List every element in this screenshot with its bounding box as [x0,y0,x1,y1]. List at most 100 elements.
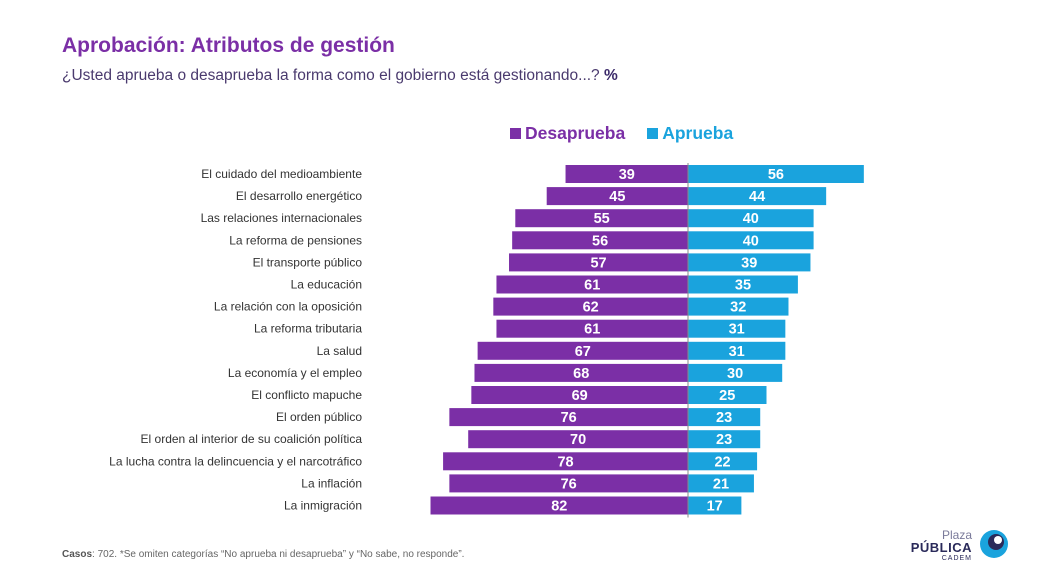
bar-aprueba [688,319,786,338]
bar-aprueba [688,474,754,493]
chart-legend: Desaprueba Aprueba [510,123,733,144]
data-label-aprueba: 35 [735,278,751,294]
bar-aprueba [688,341,786,360]
legend-label-desaprueba: Desaprueba [525,123,626,143]
data-label-desaprueba: 56 [592,233,608,249]
legend-item-desaprueba: Desaprueba [510,123,625,144]
category-label: La economía y el empleo [228,366,362,380]
footnote-label: Casos [62,549,93,560]
bar-desaprueba [449,474,688,493]
data-label-desaprueba: 67 [575,344,591,360]
data-label-desaprueba: 82 [551,499,567,515]
logo-line3: CADEM [941,555,972,562]
page-subtitle: ¿Usted aprueba o desaprueba la forma com… [62,67,618,85]
data-label-aprueba: 40 [743,233,759,249]
bar-aprueba [688,386,767,404]
bar-aprueba [688,363,783,382]
data-label-aprueba: 23 [716,410,732,426]
bar-aprueba [688,209,814,228]
category-label: El transporte público [253,255,363,269]
category-label: La inflación [301,476,362,490]
subtitle-unit: % [604,67,618,84]
bar-desaprueba [468,430,688,449]
data-label-aprueba: 31 [729,344,745,360]
bar-desaprueba [512,231,688,250]
bar-desaprueba [474,363,688,382]
data-label-aprueba: 40 [743,211,759,227]
bar-desaprueba [493,297,688,316]
data-label-desaprueba: 61 [584,278,600,294]
category-label: El conflicto mapuche [251,388,362,402]
data-label-desaprueba: 76 [561,410,577,426]
data-label-desaprueba: 68 [573,366,589,382]
plaza-publica-logo: Plaza PÚBLICA CADEM [910,528,1010,568]
bar-desaprueba [565,165,688,183]
data-label-desaprueba: 61 [584,322,600,338]
data-label-desaprueba: 62 [583,300,599,316]
data-label-desaprueba: 78 [557,454,573,470]
bar-aprueba [688,231,814,250]
data-label-aprueba: 21 [713,476,729,492]
data-label-aprueba: 56 [768,167,784,183]
category-label: La relación con la oposición [214,300,362,314]
logo-line2: PÚBLICA [910,540,972,555]
data-label-aprueba: 23 [716,432,732,448]
data-label-aprueba: 30 [727,366,743,382]
bar-aprueba [688,496,742,515]
data-label-desaprueba: 45 [609,189,625,205]
bar-desaprueba [477,341,688,360]
category-label: La reforma de pensiones [229,233,362,247]
legend-swatch-aprueba [647,128,659,139]
data-label-desaprueba: 76 [561,476,577,492]
legend-item-aprueba: Aprueba [647,123,733,144]
bar-aprueba [688,430,761,449]
bar-desaprueba [471,386,688,404]
bar-aprueba [688,187,827,206]
bar-desaprueba [449,408,688,427]
legend-label-aprueba: Aprueba [662,123,734,143]
data-label-desaprueba: 55 [594,211,610,227]
data-label-aprueba: 39 [741,255,757,271]
category-label: El orden al interior de su coalición pol… [141,432,363,446]
data-label-aprueba: 22 [714,454,730,470]
category-label: El orden público [276,410,362,424]
footnote: Casos: 702. *Se omiten categorías “No ap… [62,549,464,560]
data-label-desaprueba: 57 [590,255,606,271]
data-label-desaprueba: 70 [570,432,586,448]
bar-aprueba [688,253,811,272]
page-title: Aprobación: Atributos de gestión [62,34,395,57]
data-label-aprueba: 44 [749,189,765,205]
bar-desaprueba [496,319,688,338]
data-label-aprueba: 25 [719,388,735,404]
category-label: El desarrollo energético [236,189,362,203]
category-label: La reforma tributaria [254,322,362,336]
category-label: El cuidado del medioambiente [201,167,362,181]
bar-aprueba [688,165,864,183]
data-label-aprueba: 32 [730,300,746,316]
logo-line1: Plaza [941,528,972,542]
footnote-text: : 702. *Se omiten categorías “No aprueba… [92,549,465,560]
category-label: La lucha contra la delincuencia y el nar… [109,454,362,468]
bar-desaprueba [496,275,688,294]
subtitle-text: ¿Usted aprueba o desaprueba la forma com… [62,67,600,84]
logo-mark-icon [980,530,1008,558]
bar-desaprueba [515,209,688,228]
bar-aprueba [688,297,789,316]
data-label-desaprueba: 69 [572,388,588,404]
bar-desaprueba [546,187,688,206]
category-label: La inmigración [284,499,362,513]
bar-desaprueba [443,452,688,471]
data-label-aprueba: 17 [707,499,723,515]
bar-aprueba [688,275,798,294]
data-label-aprueba: 31 [729,322,745,338]
category-label: Las relaciones internacionales [201,211,362,225]
bar-desaprueba [430,496,688,515]
bar-desaprueba [509,253,688,272]
bar-aprueba [688,408,761,427]
category-label: La educación [291,278,362,292]
category-label: La salud [317,344,362,358]
data-label-desaprueba: 39 [619,167,635,183]
bar-aprueba [688,452,758,471]
legend-swatch-desaprueba [510,128,521,139]
